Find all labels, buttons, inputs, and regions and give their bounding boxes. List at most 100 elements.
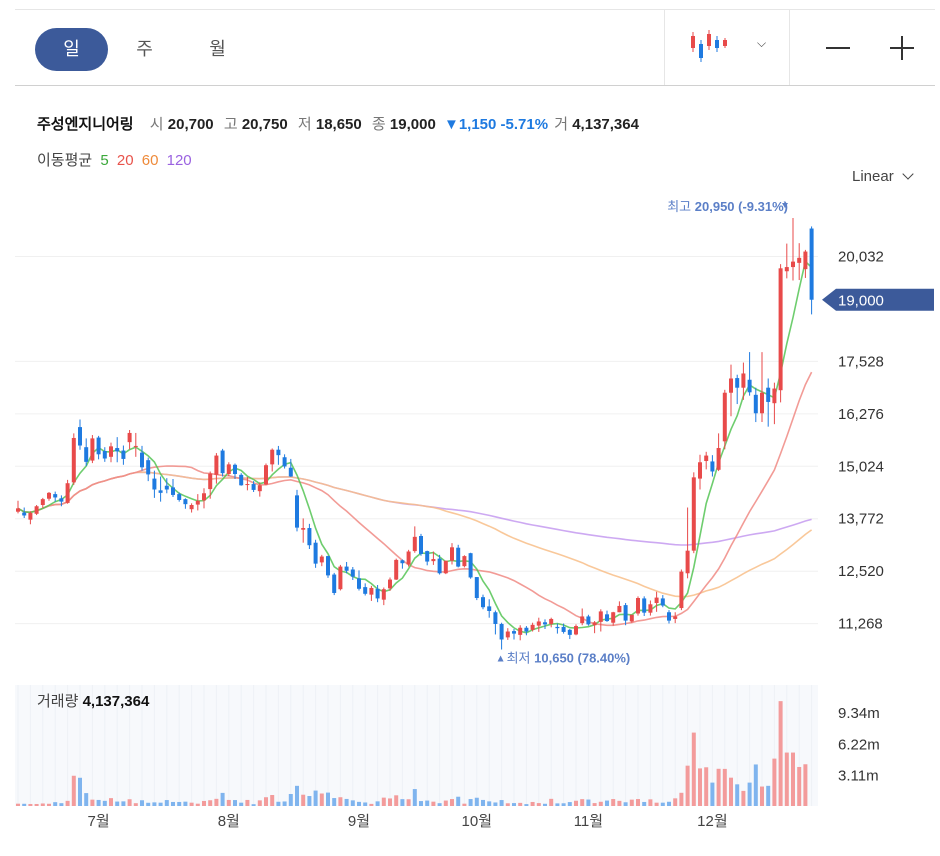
candle-body [760, 392, 764, 414]
high-label: 고 [223, 116, 238, 133]
volume-bar [270, 795, 275, 806]
volume-bar [189, 802, 194, 806]
candle-body [629, 614, 634, 622]
volume-bar [586, 799, 591, 806]
volume-bar [505, 803, 510, 806]
scale-dropdown[interactable]: Linear [852, 168, 914, 185]
candle-body [171, 487, 175, 495]
volume-bar [766, 785, 771, 806]
candle-body [722, 392, 727, 442]
volume-bar [34, 803, 39, 806]
candle-body [667, 612, 671, 621]
volume-bar [102, 800, 107, 806]
volume-bar [195, 803, 200, 806]
volume-bar [394, 795, 399, 806]
price-tick-label: 20,032 [838, 248, 884, 265]
volume-bar [462, 803, 467, 806]
candle-body [276, 449, 281, 456]
x-axis-label: 10월 [462, 813, 493, 830]
volume-bar [257, 800, 262, 806]
volume-bar [276, 801, 281, 806]
candle-body [239, 474, 244, 486]
candle-body [567, 629, 572, 635]
candle-body [195, 500, 200, 505]
volume-legend: 거래량 4,137,364 [37, 693, 150, 710]
volume-bar [437, 803, 442, 806]
candle-body [518, 627, 523, 635]
volume-bar [65, 800, 70, 806]
max-price-marker: 최고 20,950 (-9.31%) [667, 199, 788, 214]
volume-bar [729, 777, 733, 806]
candle-body [586, 616, 591, 625]
candle-body [598, 611, 603, 622]
candle-body [642, 598, 647, 613]
volume-bar [115, 801, 120, 806]
candle-body [127, 432, 132, 443]
volume-bar [760, 786, 764, 806]
candle-body [443, 560, 448, 574]
price-tick-label: 16,276 [838, 406, 884, 423]
candle-body [797, 257, 802, 263]
candle-body [512, 631, 516, 634]
zoom-out-button[interactable] [817, 30, 857, 66]
period-tabs: 일 주 월 [35, 28, 254, 71]
candle-body [741, 373, 746, 388]
tab-day[interactable]: 일 [35, 28, 108, 71]
candle-body [505, 631, 510, 638]
candle-body [772, 388, 777, 404]
candle-body [605, 614, 609, 622]
candle-body [34, 506, 39, 514]
tab-month[interactable]: 월 [209, 39, 226, 59]
volume-bar [518, 802, 523, 806]
volume-bar [667, 801, 671, 806]
volume-bar [716, 768, 721, 806]
candle-body [555, 626, 560, 629]
candle-body [78, 427, 82, 446]
candle-body [580, 616, 585, 624]
volume-bar [543, 803, 547, 806]
volume-bar [784, 752, 789, 806]
candle-body [673, 616, 678, 619]
volume-bar [369, 803, 374, 806]
price-tick-label: 11,268 [838, 616, 883, 633]
candle-body [313, 542, 318, 564]
volume-bar [326, 792, 330, 806]
high-value: 20,750 [241, 116, 288, 133]
x-axis-label: 8월 [218, 813, 240, 830]
chart-type-button[interactable]: ⌵ [665, 10, 789, 85]
volume-bar [679, 792, 684, 806]
candle-body [394, 559, 399, 580]
candle-body [251, 484, 256, 490]
candle-body [803, 251, 808, 270]
volume-bar [611, 799, 616, 806]
candle-body [357, 578, 361, 589]
volume-bar [778, 701, 783, 806]
candle-body [549, 618, 554, 624]
volume-bar [357, 801, 361, 806]
candle-body [481, 597, 485, 608]
candle-body [257, 485, 262, 492]
ma60-line [17, 471, 813, 598]
volume-bar [735, 784, 740, 806]
candle-body [592, 622, 597, 626]
open-value: 20,700 [167, 116, 214, 133]
stock-name: 주성엔지니어링 [37, 116, 134, 133]
candle-body [648, 604, 653, 613]
volume-bar [617, 800, 622, 806]
volume-tick-label: 3.11m [838, 768, 879, 785]
tab-week[interactable]: 주 [136, 39, 153, 59]
volume-bar [772, 758, 777, 806]
volume-bar [741, 790, 746, 806]
chevron-down-icon: ⌵ [757, 36, 767, 50]
candle-body [121, 450, 126, 459]
volume-bar [512, 803, 516, 806]
candle-body [115, 448, 120, 452]
volume-bar [456, 796, 461, 806]
volume-bar [47, 803, 51, 806]
open-label: 시 [149, 116, 164, 133]
candle-body [350, 569, 355, 577]
candle-body [270, 449, 275, 465]
zoom-in-button[interactable] [881, 30, 921, 66]
volume-bar [530, 801, 535, 806]
